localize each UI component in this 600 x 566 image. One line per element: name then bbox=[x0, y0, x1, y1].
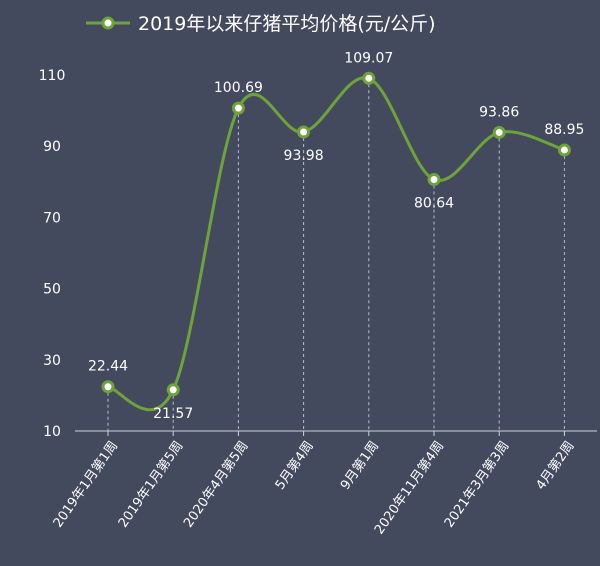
legend-label: 2019年以来仔猪平均价格(元/公斤) bbox=[138, 13, 436, 35]
drop-lines bbox=[107, 78, 565, 431]
y-axis: 10 30 50 70 90 110 bbox=[39, 68, 66, 440]
series-markers bbox=[101, 71, 571, 397]
data-label: 109.07 bbox=[344, 50, 393, 66]
data-point bbox=[297, 125, 311, 139]
data-label: 93.98 bbox=[284, 148, 324, 164]
data-point bbox=[166, 383, 180, 397]
y-tick-label: 30 bbox=[43, 353, 61, 369]
y-tick-label: 10 bbox=[43, 424, 61, 440]
data-label: 93.86 bbox=[479, 104, 519, 120]
y-tick-label: 50 bbox=[43, 282, 61, 298]
legend: 2019年以来仔猪平均价格(元/公斤) bbox=[86, 13, 436, 35]
y-tick-label: 70 bbox=[43, 210, 61, 226]
y-tick-label: 110 bbox=[39, 68, 66, 84]
data-point bbox=[362, 71, 376, 85]
data-label: 88.95 bbox=[544, 122, 584, 138]
data-label: 80.64 bbox=[414, 196, 454, 212]
data-label: 100.69 bbox=[214, 80, 263, 96]
data-point bbox=[427, 173, 441, 187]
data-labels: 22.44 21.57 100.69 93.98 109.07 80.64 93.86 88.… bbox=[88, 50, 584, 422]
data-point bbox=[231, 101, 245, 115]
data-point bbox=[557, 143, 571, 157]
legend-marker-swatch bbox=[101, 16, 115, 30]
y-tick-label: 90 bbox=[43, 139, 61, 155]
data-label: 21.57 bbox=[153, 406, 193, 422]
data-point bbox=[101, 380, 115, 394]
data-label: 22.44 bbox=[88, 359, 128, 375]
data-point bbox=[492, 125, 506, 139]
